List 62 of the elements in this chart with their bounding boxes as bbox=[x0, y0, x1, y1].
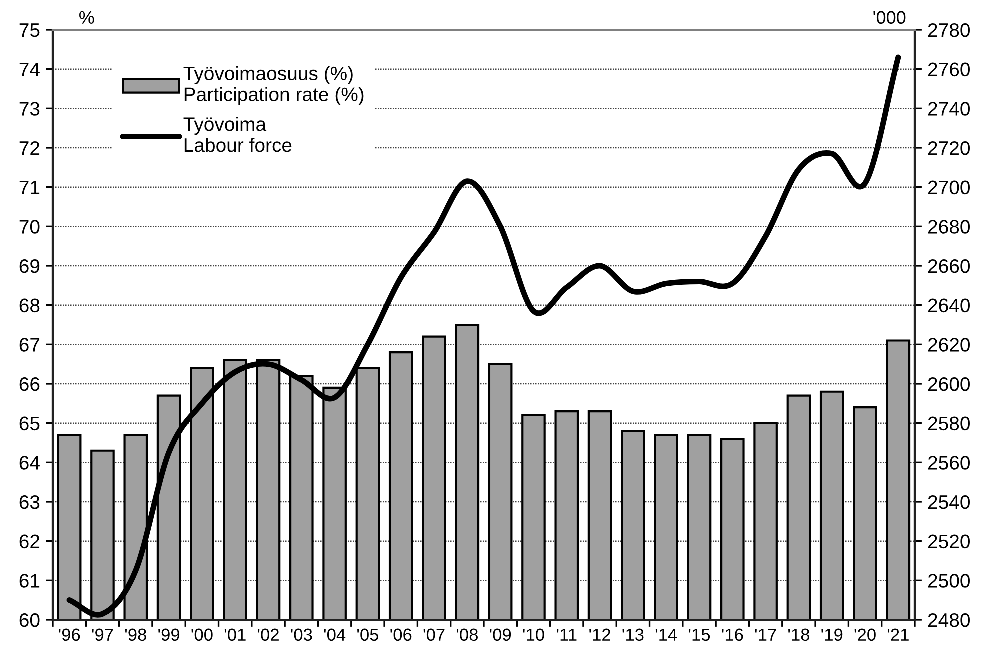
y2-axis-title: '000 bbox=[874, 11, 906, 24]
y2-tick-label: 2560 bbox=[928, 456, 970, 470]
y-tick-label: 64 bbox=[20, 456, 40, 470]
x-tick-label: '12 bbox=[590, 628, 610, 641]
y-tick-label: 73 bbox=[20, 102, 40, 116]
y-tick-label: 74 bbox=[20, 63, 40, 76]
y-tick-label: 63 bbox=[20, 495, 40, 510]
x-tick-label: '06 bbox=[390, 628, 412, 642]
x-tick-label: '13 bbox=[622, 628, 644, 642]
y2-tick-label: 2540 bbox=[928, 495, 970, 510]
x-tick-label: '10 bbox=[523, 628, 544, 642]
y-axis-title: % bbox=[80, 11, 94, 24]
y-tick-label: 67 bbox=[20, 338, 40, 352]
x-tick-label: '98 bbox=[125, 628, 146, 642]
legend-label: Työvoimaosuus (%) Participation rate (%) bbox=[184, 66, 364, 106]
y2-tick-label: 2480 bbox=[928, 613, 970, 628]
x-tick-label: '17 bbox=[755, 628, 776, 641]
y-tick-label: 71 bbox=[20, 181, 40, 194]
y-tick-label: 60 bbox=[20, 613, 40, 628]
y-tick-label: 70 bbox=[20, 220, 40, 234]
x-tick-label: '99 bbox=[158, 628, 180, 642]
x-tick-label: '96 bbox=[59, 628, 80, 642]
y2-tick-label: 2760 bbox=[928, 62, 970, 77]
x-tick-label: '07 bbox=[424, 628, 445, 642]
y2-tick-label: 2780 bbox=[928, 23, 970, 38]
x-tick-label: '21 bbox=[888, 628, 909, 641]
x-tick-label: '15 bbox=[689, 628, 710, 642]
legend-label: Työvoima Labour force bbox=[184, 117, 292, 152]
y-tick-label: 69 bbox=[20, 259, 40, 274]
y-tick-label: 66 bbox=[20, 377, 40, 392]
y2-tick-label: 2620 bbox=[928, 338, 970, 352]
y-tick-label: 65 bbox=[20, 416, 40, 431]
y2-tick-label: 2660 bbox=[928, 259, 970, 274]
y2-tick-label: 2680 bbox=[928, 220, 970, 234]
y-tick-label: 72 bbox=[20, 141, 40, 156]
x-tick-label: '19 bbox=[822, 628, 843, 642]
y-tick-label: 68 bbox=[20, 298, 40, 313]
y2-tick-label: 2700 bbox=[928, 180, 970, 195]
x-tick-label: '03 bbox=[291, 628, 312, 642]
y2-tick-label: 2580 bbox=[928, 416, 970, 431]
y-tick-label: 62 bbox=[20, 534, 40, 549]
y2-tick-label: 2640 bbox=[928, 298, 970, 313]
y2-tick-label: 2720 bbox=[928, 141, 970, 156]
x-tick-label: '05 bbox=[358, 628, 379, 642]
x-tick-label: '14 bbox=[656, 628, 678, 641]
x-tick-label: '04 bbox=[324, 628, 346, 642]
x-tick-label: '09 bbox=[490, 628, 512, 642]
x-tick-label: '02 bbox=[258, 628, 279, 642]
y-tick-label: 75 bbox=[20, 24, 40, 38]
x-tick-label: '97 bbox=[92, 628, 114, 642]
x-tick-label: '16 bbox=[722, 628, 744, 642]
x-tick-label: '11 bbox=[557, 628, 577, 641]
x-tick-label: '00 bbox=[192, 628, 213, 642]
y-tick-label: 61 bbox=[20, 574, 40, 588]
x-tick-label: '18 bbox=[788, 628, 810, 642]
x-tick-label: '20 bbox=[854, 628, 876, 642]
y2-tick-label: 2500 bbox=[928, 574, 970, 588]
y2-tick-label: 2520 bbox=[928, 534, 970, 549]
y2-tick-label: 2600 bbox=[928, 377, 970, 392]
y2-tick-label: 2740 bbox=[928, 102, 970, 116]
x-tick-label: '08 bbox=[456, 628, 478, 642]
x-tick-label: '01 bbox=[224, 628, 246, 642]
